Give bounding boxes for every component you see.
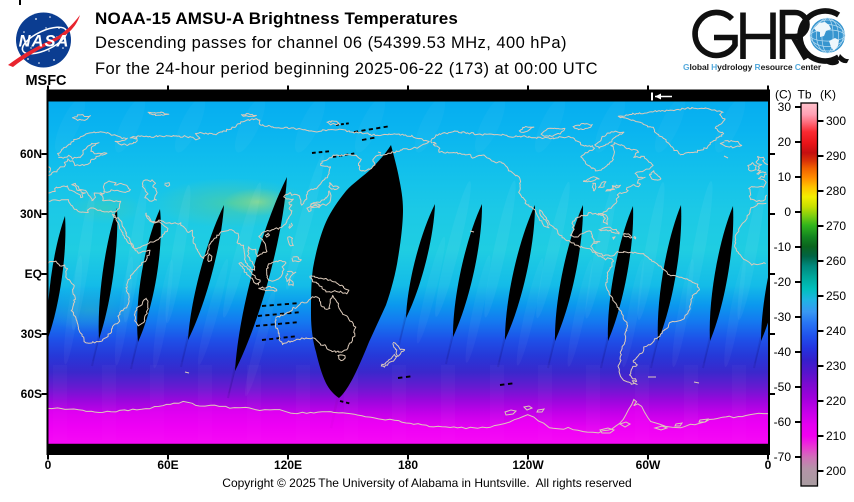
svg-text:270: 270 (826, 219, 846, 233)
svg-text:30N: 30N (20, 207, 42, 221)
svg-text:-60: -60 (774, 415, 792, 429)
svg-text:NASA: NASA (19, 33, 70, 51)
svg-text:MSFC: MSFC (25, 73, 67, 88)
svg-text:-40: -40 (774, 345, 792, 359)
svg-text:30: 30 (778, 100, 792, 114)
svg-text:60W: 60W (636, 458, 661, 472)
svg-text:200: 200 (826, 464, 846, 478)
svg-text:20: 20 (778, 135, 792, 149)
svg-text:-10: -10 (774, 240, 792, 254)
svg-text:30S: 30S (21, 327, 42, 341)
svg-text:180: 180 (398, 458, 418, 472)
svg-text:-50: -50 (774, 380, 792, 394)
svg-text:250: 250 (826, 289, 846, 303)
svg-text:(K): (K) (820, 88, 836, 102)
svg-text:(C): (C) (775, 88, 792, 102)
svg-text:-30: -30 (774, 310, 792, 324)
svg-text:290: 290 (826, 149, 846, 163)
svg-text:120W: 120W (512, 458, 544, 472)
svg-text:120E: 120E (274, 458, 302, 472)
svg-text:60S: 60S (21, 387, 42, 401)
svg-text:280: 280 (826, 184, 846, 198)
svg-text:210: 210 (826, 429, 846, 443)
svg-text:230: 230 (826, 359, 846, 373)
svg-text:60E: 60E (157, 458, 178, 472)
svg-text:10: 10 (778, 170, 792, 184)
svg-text:0: 0 (784, 205, 791, 219)
svg-text:60N: 60N (20, 147, 42, 161)
svg-text:240: 240 (826, 324, 846, 338)
svg-text:260: 260 (826, 254, 846, 268)
svg-text:-20: -20 (774, 275, 792, 289)
svg-text:EQ: EQ (25, 267, 42, 281)
svg-text:220: 220 (826, 394, 846, 408)
svg-text:Tb: Tb (798, 88, 812, 102)
svg-text:300: 300 (826, 114, 846, 128)
svg-text:0: 0 (45, 458, 52, 472)
svg-text:-70: -70 (774, 450, 792, 464)
svg-text:0: 0 (765, 458, 772, 472)
